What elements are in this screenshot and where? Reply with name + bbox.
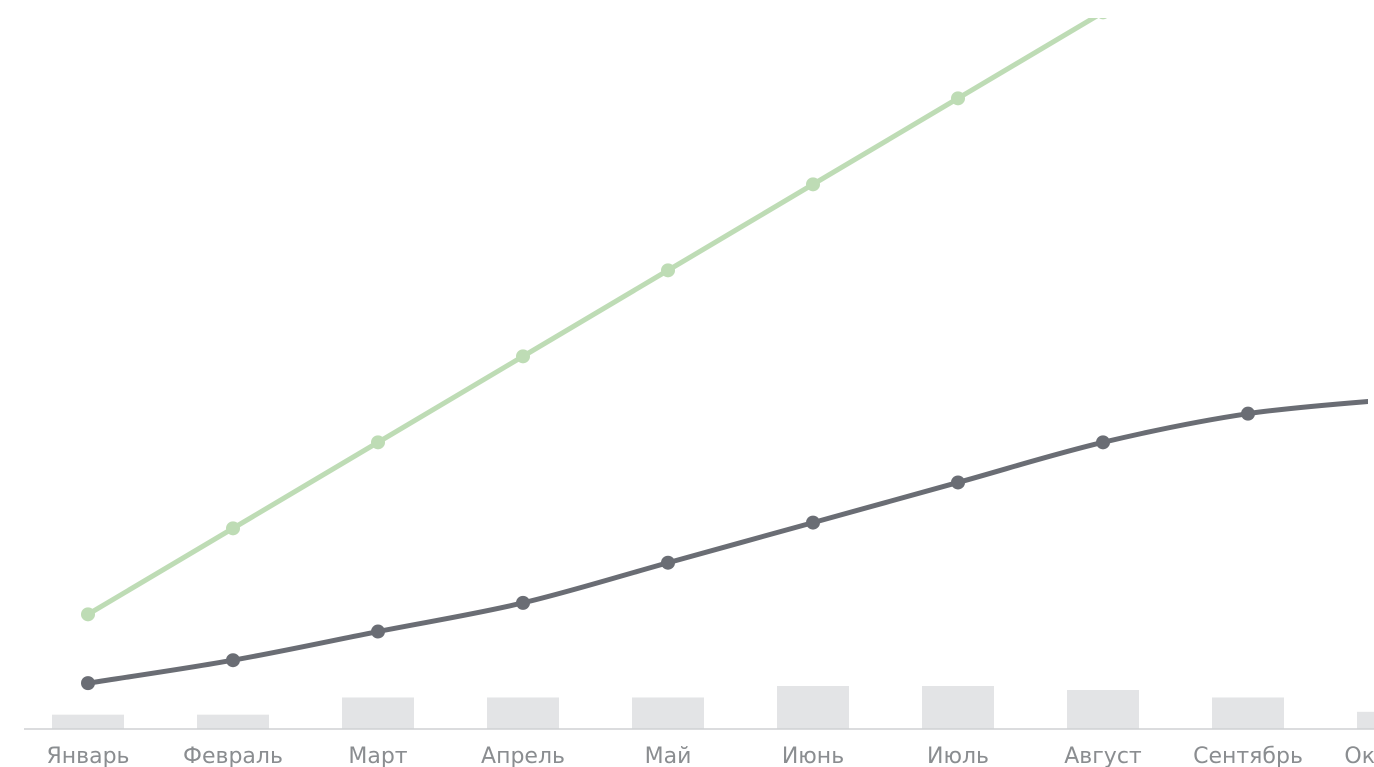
series-1-point-1 (81, 607, 95, 622)
series-1-point-5 (661, 263, 675, 278)
bar-4 (487, 697, 559, 729)
bar-3 (342, 697, 414, 729)
series-2-point-2 (226, 653, 240, 668)
bar-2 (197, 714, 269, 729)
series-1-point-6 (806, 177, 820, 192)
series-2-point-1 (81, 676, 95, 691)
series-2-point-5 (661, 555, 675, 570)
x-tick-label-3: Март (348, 744, 407, 767)
x-axis-tick-labels: Январь Февраль Март Апрель Май Июнь Июль Август… (46, 744, 1374, 767)
x-tick-label-1: Январь (46, 744, 129, 767)
bar-5 (632, 697, 704, 729)
x-tick-label-6: Июнь (782, 744, 844, 767)
line-series (81, 18, 1368, 691)
series-1-point-4 (516, 349, 530, 364)
bar-series (52, 686, 1374, 729)
series-1-point-7 (951, 91, 965, 106)
bar-8 (1067, 690, 1139, 729)
bar-7 (922, 686, 994, 729)
series-1-point-3 (371, 435, 385, 450)
series-2-point-4 (516, 595, 530, 610)
bar-6 (777, 686, 849, 729)
series-2-point-7 (951, 475, 965, 490)
bar-10 (1357, 711, 1374, 729)
series-line-1 (85, 18, 1099, 617)
series-2-point-9 (1241, 406, 1255, 421)
x-tick-label-8: Август (1064, 744, 1142, 767)
x-tick-label-9: Сентябрь (1193, 744, 1303, 767)
x-tick-label-10: Октябрь (1344, 744, 1374, 767)
series-1-point-2 (226, 521, 240, 536)
bar-1 (52, 714, 124, 729)
x-tick-label-2: Февраль (183, 744, 283, 767)
x-tick-label-7: Июль (927, 744, 989, 767)
x-tick-label-5: Май (645, 744, 692, 767)
x-tick-label-4: Апрель (481, 744, 565, 767)
bar-9 (1212, 697, 1284, 729)
series-1-point-8 (1098, 18, 1108, 20)
series-line-2 (85, 398, 1368, 686)
series-2-point-8 (1096, 435, 1110, 450)
series-2-point-6 (806, 515, 820, 530)
series-2-point-3 (371, 624, 385, 639)
